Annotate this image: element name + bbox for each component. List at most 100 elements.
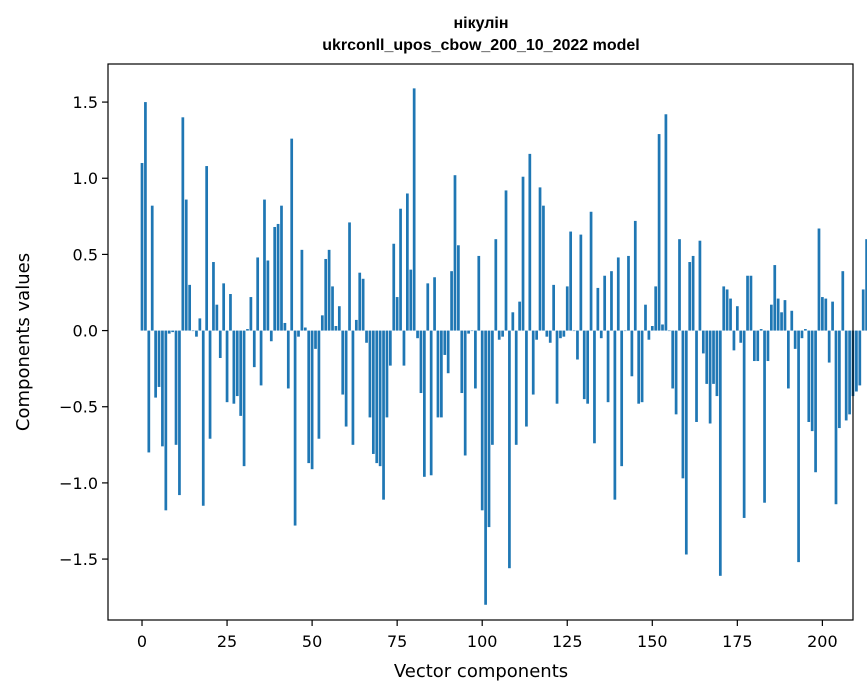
- bar-133: [593, 330, 596, 444]
- bar-50: [310, 330, 314, 470]
- bar-140: [616, 257, 620, 331]
- bar-70: [378, 330, 382, 467]
- bar-155: [667, 330, 671, 332]
- bar-163: [695, 330, 698, 422]
- bar-151: [654, 286, 658, 331]
- bar-62: [351, 330, 355, 445]
- bar-143: [627, 255, 630, 331]
- bar-139: [613, 330, 617, 500]
- bar-6: [161, 330, 164, 447]
- bar-178: [746, 275, 749, 331]
- x-tick-label: 25: [217, 632, 237, 651]
- bar-171: [722, 286, 726, 331]
- bar-22: [215, 304, 219, 331]
- bar-95: [463, 330, 467, 456]
- x-axis-label: Vector components: [394, 661, 568, 682]
- bar-125: [565, 286, 569, 331]
- bar-157: [674, 330, 678, 415]
- bar-8: [167, 330, 171, 334]
- bar-94: [460, 330, 464, 394]
- bar-71: [382, 330, 385, 500]
- bar-57: [334, 326, 338, 331]
- bar-208: [848, 330, 851, 415]
- bar-129: [579, 234, 583, 331]
- bar-86: [433, 277, 436, 331]
- bar-26: [229, 294, 232, 331]
- bar-39: [273, 226, 277, 331]
- bar-203: [831, 301, 834, 331]
- bar-32: [249, 297, 253, 331]
- bar-198: [814, 330, 817, 473]
- chart-subtitle: ukrconll_upos_cbow_200_10_2022 model: [322, 37, 639, 54]
- y-tick-label: −0.5: [59, 398, 98, 417]
- bar-72: [385, 330, 389, 418]
- bar-113: [525, 330, 528, 427]
- bar-99: [477, 255, 481, 331]
- bar-41: [280, 205, 283, 331]
- bar-173: [729, 298, 732, 331]
- bar-59: [341, 330, 345, 395]
- bar-5: [157, 330, 161, 387]
- bar-202: [827, 330, 831, 363]
- bar-108: [508, 330, 511, 569]
- bar-199: [817, 228, 821, 331]
- bar-53: [320, 315, 324, 331]
- bar-96: [467, 330, 470, 334]
- bar-20: [208, 330, 212, 439]
- bar-102: [487, 330, 491, 528]
- bar-188: [780, 312, 783, 331]
- bar-66: [365, 330, 368, 343]
- bar-123: [559, 330, 562, 339]
- bar-2: [147, 330, 151, 453]
- bar-67: [368, 330, 372, 418]
- bar-7: [164, 330, 168, 511]
- bar-176: [739, 330, 743, 343]
- bar-48: [303, 327, 307, 331]
- bar-158: [678, 239, 681, 331]
- bar-212: [861, 289, 865, 331]
- y-axis-ticks: −1.5 −1.0 −0.5 0.0 0.5 1.0 1.5: [59, 93, 108, 569]
- bar-118: [542, 205, 545, 331]
- bar-174: [732, 330, 736, 351]
- bar-175: [735, 306, 739, 331]
- bar-3: [150, 205, 154, 331]
- bar-166: [705, 330, 709, 384]
- bar-130: [582, 330, 586, 400]
- bar-25: [225, 330, 229, 403]
- bar-16: [195, 330, 198, 337]
- bar-31: [246, 329, 249, 331]
- bar-88: [440, 330, 443, 418]
- bar-101: [484, 330, 487, 605]
- bar-28: [235, 330, 239, 397]
- bar-97: [470, 330, 474, 332]
- bar-83: [423, 330, 426, 477]
- x-tick-label: 175: [722, 632, 753, 651]
- bar-205: [838, 330, 841, 429]
- bar-213: [865, 239, 867, 331]
- bar-131: [586, 330, 590, 404]
- bar-series: [140, 88, 867, 605]
- bar-34: [256, 257, 260, 331]
- bar-148: [644, 304, 647, 331]
- bar-29: [239, 330, 243, 416]
- bar-43: [286, 330, 290, 389]
- y-tick-label: −1.0: [59, 474, 98, 493]
- bar-162: [691, 255, 695, 331]
- bar-84: [426, 283, 430, 331]
- bar-69: [375, 330, 379, 464]
- bar-193: [797, 330, 800, 563]
- bar-65: [361, 278, 365, 331]
- bar-181: [756, 330, 760, 362]
- bar-182: [759, 329, 763, 331]
- bar-42: [283, 322, 287, 331]
- bar-152: [657, 134, 661, 331]
- bar-127: [572, 330, 576, 332]
- bar-206: [841, 271, 845, 331]
- bar-61: [348, 222, 351, 331]
- bar-186: [773, 265, 777, 331]
- bar-204: [834, 330, 838, 505]
- bar-24: [222, 283, 226, 331]
- bar-1: [144, 102, 147, 331]
- chart-title: нікулін: [453, 15, 508, 32]
- bar-63: [354, 319, 358, 331]
